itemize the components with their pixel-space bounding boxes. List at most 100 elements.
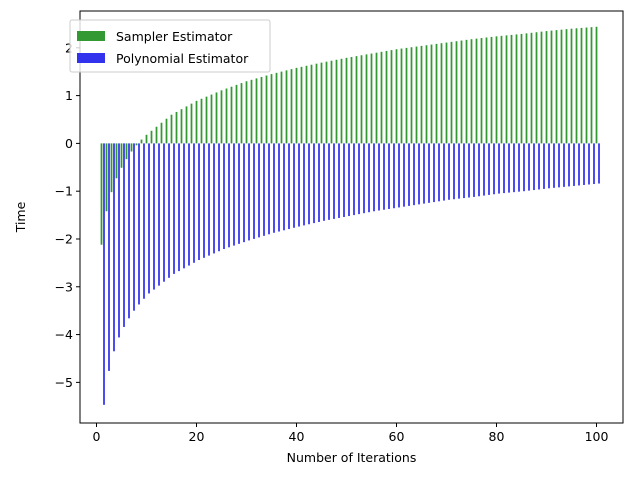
bar-sampler-50: [345, 57, 348, 144]
bar-sampler-93: [560, 29, 563, 144]
y-tick-label: −2: [55, 231, 73, 246]
bar-polynomial-98: [588, 143, 590, 185]
bar-polynomial-39: [293, 143, 295, 228]
y-tick-label: −1: [55, 184, 73, 199]
bar-polynomial-42: [308, 143, 310, 225]
bar-polynomial-49: [343, 143, 345, 217]
y-tick-label: 2: [65, 40, 73, 55]
bar-polynomial-46: [328, 143, 330, 220]
legend-box: [69, 19, 271, 73]
bar-polynomial-64: [418, 143, 420, 205]
bar-sampler-82: [505, 35, 508, 144]
bar-polynomial-50: [348, 143, 350, 217]
bar-sampler-79: [490, 36, 493, 144]
bar-polynomial-33: [263, 143, 265, 236]
bar-sampler-16: [175, 111, 178, 144]
bar-polynomial-88: [538, 143, 540, 190]
bar-sampler-87: [530, 32, 533, 144]
bar-polynomial-36: [278, 143, 280, 232]
bar-sampler-4: [115, 143, 118, 179]
bar-sampler-27: [230, 86, 233, 144]
bar-sampler-53: [360, 55, 363, 144]
bar-sampler-90: [545, 31, 548, 144]
bar-sampler-75: [470, 39, 473, 144]
bar-sampler-55: [370, 53, 373, 144]
x-tick-label: 40: [289, 429, 305, 444]
bar-polynomial-1: [103, 143, 105, 405]
bar-sampler-84: [515, 34, 518, 144]
x-tick-label: 20: [189, 429, 205, 444]
y-axis-label: Time: [13, 201, 28, 233]
bar-polynomial-55: [373, 143, 375, 212]
bar-polynomial-35: [273, 143, 275, 233]
bar-sampler-22: [205, 96, 208, 144]
legend-label-sampler: Sampler Estimator: [116, 29, 233, 44]
x-tick-label: 100: [585, 429, 609, 444]
bar-sampler-97: [580, 27, 583, 144]
bar-sampler-56: [375, 52, 378, 144]
bar-polynomial-26: [228, 143, 230, 248]
bar-sampler-68: [435, 43, 438, 144]
bar-polynomial-19: [193, 143, 195, 263]
bar-sampler-45: [320, 62, 323, 144]
bar-sampler-85: [520, 33, 523, 144]
bar-sampler-31: [250, 79, 253, 144]
bar-sampler-65: [420, 45, 423, 144]
bar-sampler-40: [295, 67, 298, 144]
bar-polynomial-77: [483, 143, 485, 196]
bar-polynomial-18: [188, 143, 190, 266]
bar-polynomial-10: [148, 143, 150, 294]
bar-sampler-88: [535, 32, 538, 144]
bar-sampler-99: [590, 27, 593, 144]
bar-sampler-89: [540, 31, 543, 144]
bar-sampler-43: [310, 64, 313, 144]
bar-polynomial-95: [573, 143, 575, 186]
bar-polynomial-73: [463, 143, 465, 199]
bar-polynomial-96: [578, 143, 580, 186]
bar-sampler-58: [385, 50, 388, 144]
bar-polynomial-28: [238, 143, 240, 244]
legend: Sampler Estimator Polynomial Estimator: [69, 19, 271, 73]
bar-polynomial-11: [153, 143, 155, 290]
bar-polynomial-70: [448, 143, 450, 200]
bar-polynomial-92: [558, 143, 560, 188]
bar-polynomial-9: [143, 143, 145, 299]
bar-polynomial-52: [358, 143, 360, 215]
bar-polynomial-12: [158, 143, 160, 286]
bar-sampler-5: [120, 143, 123, 168]
bar-polynomial-21: [203, 143, 205, 258]
bar-sampler-14: [165, 118, 168, 144]
x-axis: 0 20 40 60 80 100: [93, 423, 609, 444]
bar-sampler-18: [185, 106, 188, 144]
bar-sampler-23: [210, 94, 213, 144]
bar-polynomial-71: [453, 143, 455, 200]
bar-polynomial-34: [268, 143, 270, 235]
bar-polynomial-48: [338, 143, 340, 218]
bar-polynomial-13: [163, 143, 165, 282]
bar-sampler-13: [160, 122, 163, 144]
bar-polynomial-5: [123, 143, 125, 327]
bar-sampler-21: [200, 98, 203, 144]
bar-sampler-24: [215, 92, 218, 144]
bar-polynomial-25: [223, 143, 225, 250]
bar-polynomial-30: [248, 143, 250, 241]
bar-polynomial-17: [183, 143, 185, 269]
bar-sampler-54: [365, 54, 368, 144]
bar-polynomial-8: [138, 143, 140, 305]
bar-sampler-17: [180, 109, 183, 144]
legend-swatch-sampler: [77, 31, 105, 41]
bar-sampler-7: [130, 143, 133, 152]
bar-polynomial-37: [283, 143, 285, 231]
bar-polynomial-20: [198, 143, 200, 261]
bar-polynomial-83: [513, 143, 515, 193]
bar-polynomial-59: [393, 143, 395, 209]
bar-sampler-28: [235, 84, 238, 144]
bar-polynomial-61: [403, 143, 405, 207]
bar-sampler-38: [285, 70, 288, 144]
bar-sampler-86: [525, 33, 528, 144]
bar-sampler-1: [100, 143, 103, 245]
y-axis: −5 −4 −3 −2 −1 0 1 2: [55, 40, 80, 390]
bar-sampler-98: [585, 27, 588, 144]
bar-polynomial-85: [523, 143, 525, 192]
